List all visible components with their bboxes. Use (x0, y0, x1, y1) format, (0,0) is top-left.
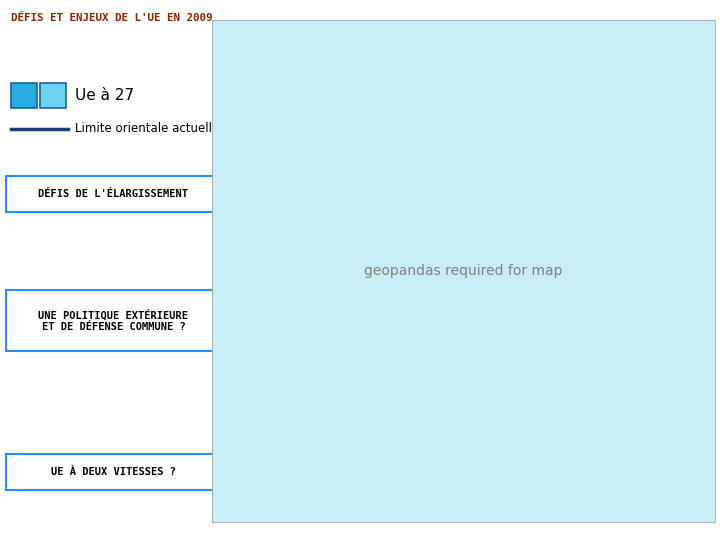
Text: Limite orientale actuelle: Limite orientale actuelle (75, 122, 219, 135)
FancyBboxPatch shape (40, 83, 66, 109)
Text: UNE POLITIQUE EXTÉRIEURE
ET DE DÉFENSE COMMUNE ?: UNE POLITIQUE EXTÉRIEURE ET DE DÉFENSE C… (38, 309, 189, 332)
Text: DÉFIS ET ENJEUX DE L'UE EN 2009: DÉFIS ET ENJEUX DE L'UE EN 2009 (12, 12, 213, 23)
Text: UE À DEUX VITESSES ?: UE À DEUX VITESSES ? (51, 467, 176, 477)
FancyBboxPatch shape (12, 83, 37, 109)
Text: geopandas required for map: geopandas required for map (364, 264, 563, 278)
Text: DÉFIS DE L'ÉLARGISSEMENT: DÉFIS DE L'ÉLARGISSEMENT (38, 189, 189, 199)
FancyBboxPatch shape (6, 290, 219, 350)
FancyBboxPatch shape (6, 454, 219, 489)
FancyBboxPatch shape (6, 177, 219, 212)
Text: Ue à 27: Ue à 27 (75, 88, 134, 103)
